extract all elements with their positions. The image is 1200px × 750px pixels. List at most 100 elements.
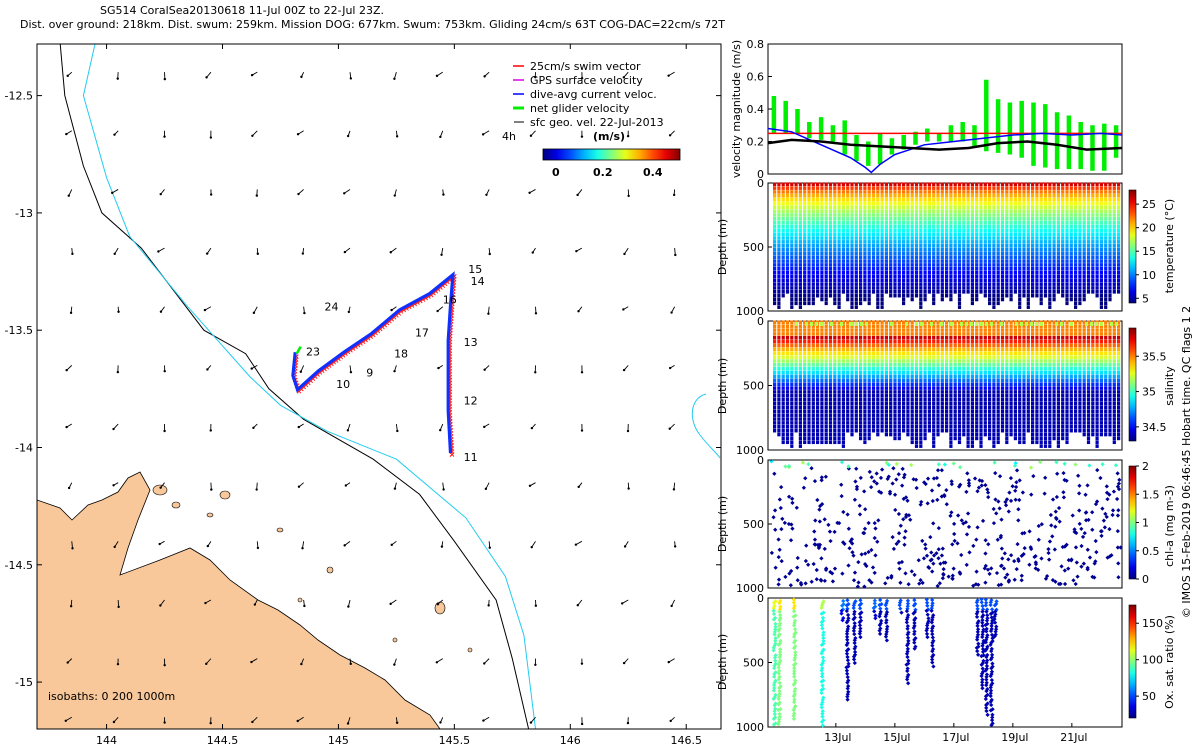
section-sample: [884, 228, 888, 233]
section-sample: [841, 386, 845, 390]
sfc-velocity-arrowhead: [205, 662, 208, 666]
section-sample: [816, 186, 820, 190]
section-sample: [983, 351, 987, 356]
section-sample: [884, 359, 888, 363]
section-sample: [923, 263, 927, 267]
section-sample: [914, 182, 919, 187]
section-sample: [927, 270, 931, 275]
sfc-velocity-arrowhead: [622, 308, 625, 311]
section-sample: [871, 240, 876, 244]
section-sample: [983, 397, 987, 402]
section-sample: [889, 370, 893, 375]
section-sample: [1082, 297, 1086, 302]
section-sample: [970, 182, 974, 187]
section-sample: [828, 228, 833, 233]
section-sample: [970, 328, 974, 332]
section-sample: [962, 266, 966, 271]
section-sample: [996, 397, 1000, 402]
section-sample: [803, 205, 807, 210]
section-sample: [824, 270, 828, 275]
section-sample: [996, 332, 1000, 336]
section-sample: [1099, 194, 1103, 198]
section-sample: [893, 332, 897, 336]
section-sample: [1099, 228, 1103, 233]
section-sample: [1104, 297, 1108, 302]
section-sample: [863, 436, 867, 441]
section-sample: [966, 201, 970, 206]
section-sample: [816, 390, 820, 394]
section-sample: [949, 228, 953, 233]
section-sample: [1086, 194, 1091, 198]
section-sample: [816, 293, 820, 298]
section-sample: [945, 320, 949, 325]
section-sample: [992, 305, 996, 309]
section-sample: [910, 359, 914, 363]
section-sample: [953, 290, 957, 294]
section-sample: [850, 228, 854, 233]
section-sample: [777, 197, 781, 202]
section-sample: [1005, 247, 1009, 252]
section-sample: [910, 286, 914, 290]
section-sample: [962, 186, 966, 190]
section-sample: [927, 236, 931, 240]
section-sample: [949, 351, 953, 356]
section-sample: [794, 421, 798, 425]
section-sample: [962, 290, 966, 294]
section-sample: [1108, 278, 1112, 283]
section-sample: [863, 236, 867, 240]
section-sample: [923, 370, 927, 375]
section-sample: [837, 293, 841, 298]
section-sample: [970, 347, 974, 352]
section-sample: [962, 409, 966, 414]
section-sample: [798, 232, 802, 236]
section-sample: [897, 194, 901, 198]
section-sample: [880, 428, 884, 433]
section-sample: [919, 335, 923, 340]
section-sample: [1091, 266, 1095, 271]
section-sample: [927, 386, 931, 390]
section-sample: [923, 332, 927, 336]
section-sample: [902, 397, 906, 402]
section-sample: [1018, 243, 1022, 248]
section-sample: [983, 224, 987, 229]
section-sample: [979, 282, 983, 286]
section-sample: [794, 217, 798, 221]
section-sample: [1091, 190, 1095, 194]
section-sample: [871, 186, 876, 190]
section-sample: [932, 343, 936, 348]
section-sample: [833, 270, 837, 275]
sfc-velocity-arrowhead: [487, 312, 490, 315]
section-sample: [945, 293, 949, 298]
section-sample: [884, 278, 888, 283]
section-sample: [846, 378, 850, 383]
section-sample: [910, 363, 914, 367]
section-sample: [859, 432, 863, 437]
section-sample: [979, 382, 983, 387]
section-sample: [1052, 251, 1056, 256]
section-sample: [837, 205, 841, 210]
section-sample: [975, 417, 979, 421]
section-sample: [846, 386, 850, 390]
section-sample: [1078, 263, 1082, 267]
section-sample: [953, 436, 957, 441]
section-sample: [837, 351, 841, 356]
section-sample: [859, 243, 863, 248]
section-sample: [962, 370, 966, 375]
sfc-velocity-arrowhead: [438, 428, 442, 432]
section-sample: [1031, 259, 1035, 263]
section-sample: [1035, 197, 1039, 202]
section-sample: [940, 405, 944, 410]
section-sample: [816, 405, 820, 410]
section-sample: [945, 251, 949, 256]
section-sample: [1000, 409, 1005, 414]
section-sample: [953, 247, 957, 252]
section-sample: [790, 213, 794, 217]
section-sample: [966, 255, 970, 260]
section-sample: [824, 413, 828, 417]
section-sample: [897, 374, 901, 379]
sfc-velocity-arrowhead: [204, 601, 207, 605]
section-sample: [807, 240, 811, 244]
section-sample: [828, 213, 833, 217]
section-sample: [936, 409, 940, 414]
velocity-lines: [767, 127, 1123, 174]
